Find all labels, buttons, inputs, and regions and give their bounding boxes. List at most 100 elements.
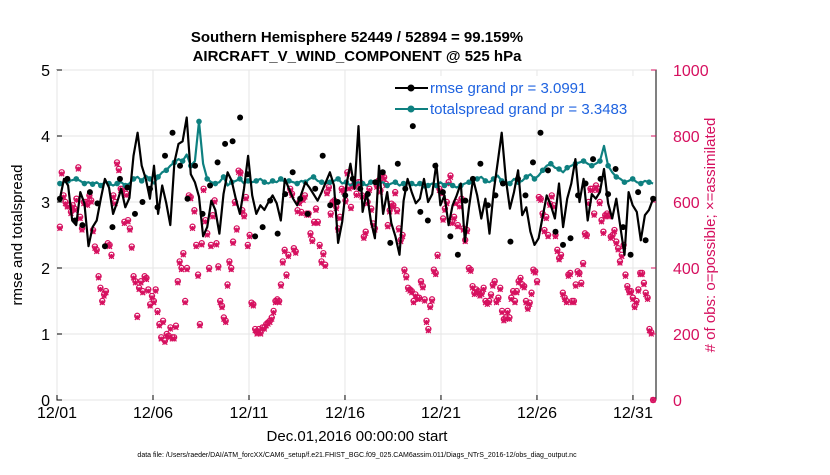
rmse-point: [319, 152, 326, 159]
obs-assimilated-point: [127, 227, 133, 233]
rmse-point: [605, 191, 612, 198]
obs-assimilated-point: [296, 200, 303, 207]
totalspread-point: [548, 160, 554, 167]
obs-assimilated-point: [138, 280, 144, 286]
rmse-point: [267, 197, 274, 204]
lines-layer: [56, 114, 657, 258]
obs-assimilated-point: [423, 319, 430, 326]
obs-assimilated-point: [112, 200, 118, 207]
rmse-point: [462, 197, 469, 204]
obs-assimilated-point: [548, 194, 555, 200]
obs-assimilated-point: [209, 214, 216, 220]
totalspread-point: [539, 167, 546, 174]
rmse-point: [252, 233, 259, 240]
rmse-point: [522, 192, 529, 199]
rmse-point: [131, 210, 138, 217]
obs-assimilated-point: [455, 223, 461, 230]
obs-assimilated-point: [370, 222, 376, 228]
rmse-point: [529, 159, 536, 166]
obs-assimilated-point: [66, 204, 72, 210]
obs-assimilated-point: [189, 225, 196, 232]
obs-assimilated-point: [545, 233, 551, 240]
rmse-point: [575, 192, 582, 199]
obs-assimilated-point: [244, 243, 251, 250]
rmse-point: [484, 202, 491, 209]
rmse-point: [499, 180, 506, 187]
obs-assimilated-point: [160, 319, 166, 326]
obs-assimilated-point: [641, 281, 647, 288]
obs-assimilated-point: [442, 207, 448, 214]
obs-assimilated-point: [499, 309, 505, 316]
rmse-point: [507, 238, 514, 245]
obs-assimilated-point: [230, 240, 236, 247]
obs-assimilated-point: [103, 289, 109, 296]
obs-assimilated-point: [156, 322, 163, 329]
y-right-tick-label: 0: [673, 393, 682, 410]
obs-assimilated-point: [578, 281, 585, 288]
rmse-point: [116, 175, 123, 182]
obs-assimilated-point: [346, 185, 352, 192]
obs-assimilated-point: [528, 291, 535, 298]
obs-assimilated-point: [396, 227, 402, 233]
obs-assimilated-point: [195, 273, 201, 280]
obs-assimilated-point: [322, 263, 329, 270]
obs-assimilated-point: [368, 207, 375, 214]
rmse-point: [469, 175, 476, 182]
obs-assimilated-point: [300, 197, 306, 204]
totalspread-point: [81, 180, 88, 187]
obs-assimilated-point: [425, 327, 432, 334]
obs-assimilated-point: [320, 251, 327, 258]
obs-assimilated-point: [250, 303, 257, 309]
obs-assimilated-point: [521, 284, 527, 291]
obs-assimilated-point: [278, 283, 284, 289]
obs-assimilated-point: [182, 299, 188, 306]
totalspread-point: [392, 179, 399, 185]
rmse-point: [101, 243, 108, 250]
legend-background: [393, 76, 655, 120]
obs-assimilated-point: [434, 253, 441, 260]
obs-assimilated-point: [261, 326, 268, 332]
x-tick-label: 12/26: [517, 405, 557, 422]
rmse-point: [312, 185, 319, 192]
obs-assimilated-point: [523, 299, 529, 306]
totalspread-point: [638, 180, 644, 187]
obs-assimilated-point: [151, 299, 157, 306]
totalspread-point: [89, 181, 96, 187]
rmse-point: [552, 228, 559, 235]
legend-spread-label: totalspread grand pr = 3.3483: [430, 101, 627, 118]
totalspread-point: [384, 182, 390, 189]
obs-assimilated-point: [252, 327, 258, 334]
obs-assimilated-point: [353, 192, 360, 199]
obs-assimilated-point: [617, 260, 623, 266]
rmse-point: [199, 210, 206, 217]
obs-assimilated-point: [69, 204, 76, 210]
obs-assimilated-point: [232, 200, 238, 207]
rmse-point: [146, 185, 153, 192]
totalspread-point: [318, 179, 325, 185]
obs-assimilated-point: [344, 171, 351, 177]
rmse-point: [590, 156, 597, 163]
obs-assimilated-point: [256, 327, 262, 334]
obs-assimilated-point: [628, 289, 634, 296]
rmse-point: [447, 233, 454, 240]
totalspread-point: [204, 176, 210, 182]
obs-assimilated-point: [532, 270, 539, 276]
obs-assimilated-point: [506, 316, 513, 322]
obs-assimilated-point: [431, 268, 437, 275]
obs-assimilated-point: [362, 230, 369, 237]
rmse-point: [86, 189, 93, 196]
obs-assimilated-point: [101, 293, 107, 299]
obs-assimilated-point: [624, 284, 631, 291]
rmse-point: [56, 195, 63, 202]
obs-assimilated-point: [281, 248, 288, 255]
obs-assimilated-point: [650, 397, 656, 403]
totalspread-point: [597, 158, 603, 164]
obs-assimilated-point: [270, 309, 277, 316]
rmse-point: [79, 222, 86, 229]
obs-assimilated-point: [337, 215, 343, 222]
obs-assimilated-point: [340, 189, 347, 195]
y-right-tick-label: 600: [673, 195, 700, 212]
obs-assimilated-point: [174, 280, 181, 286]
totalspread-point: [237, 176, 243, 182]
